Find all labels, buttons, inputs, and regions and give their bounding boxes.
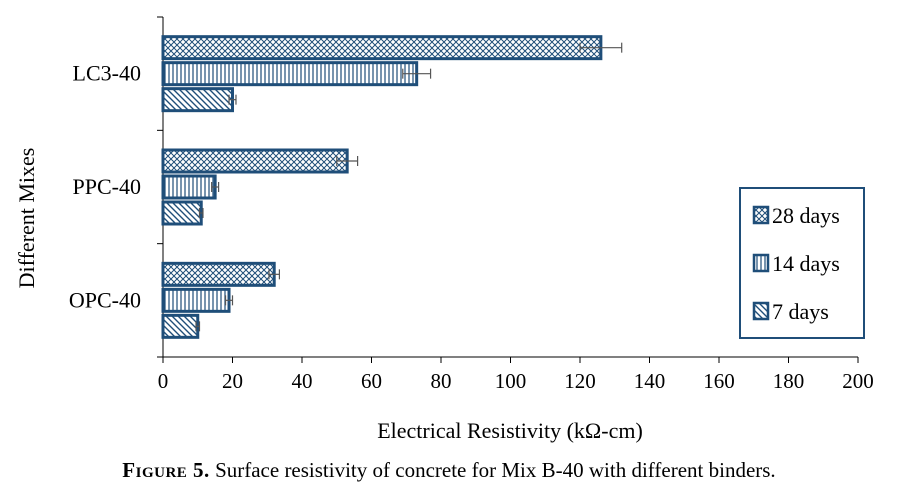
x-tick-label: 180 bbox=[773, 369, 805, 393]
x-tick-label: 140 bbox=[634, 369, 666, 393]
bar bbox=[161, 87, 234, 113]
bar-chart: 0 20 40 60 80 100 120 140 160 180 200 LC3-40 PPC-40 O… bbox=[14, 16, 874, 443]
y-tick-label: LC3-40 bbox=[73, 61, 141, 86]
x-tick-label: 40 bbox=[292, 369, 313, 393]
x-tick-label: 160 bbox=[703, 369, 735, 393]
bar bbox=[161, 174, 217, 200]
x-tick-label: 60 bbox=[361, 369, 382, 393]
bar bbox=[161, 35, 603, 61]
legend-swatch bbox=[752, 253, 770, 273]
legend-label: 7 days bbox=[772, 299, 829, 324]
y-tick-label: PPC-40 bbox=[73, 174, 141, 199]
x-tick-label: 0 bbox=[158, 369, 169, 393]
caption-text: Surface resistivity of concrete for Mix … bbox=[215, 458, 776, 482]
y-tick-label: OPC-40 bbox=[69, 287, 141, 312]
bar bbox=[161, 200, 203, 226]
caption-label: Figure 5. bbox=[122, 458, 210, 482]
x-tick-label: 80 bbox=[431, 369, 452, 393]
y-axis-label: Different Mixes bbox=[14, 148, 39, 289]
bar bbox=[161, 287, 231, 313]
legend-swatch bbox=[752, 301, 770, 321]
x-tick-label: 20 bbox=[222, 369, 243, 393]
figure-caption: Figure 5. Surface resistivity of concret… bbox=[0, 458, 898, 483]
x-tick-label: 120 bbox=[564, 369, 596, 393]
x-tick-label: 200 bbox=[842, 369, 874, 393]
legend-label: 28 days bbox=[772, 203, 840, 228]
bar bbox=[161, 261, 276, 287]
bar bbox=[161, 313, 200, 339]
x-tick-label: 100 bbox=[495, 369, 527, 393]
plot-area: 0 20 40 60 80 100 120 140 160 180 200 LC3-40 PPC-40 O… bbox=[69, 16, 874, 393]
x-axis-label: Electrical Resistivity (kΩ-cm) bbox=[377, 418, 643, 443]
bar bbox=[161, 61, 419, 87]
legend-label: 14 days bbox=[772, 251, 840, 276]
legend-swatch bbox=[752, 205, 770, 225]
bar bbox=[161, 148, 349, 174]
